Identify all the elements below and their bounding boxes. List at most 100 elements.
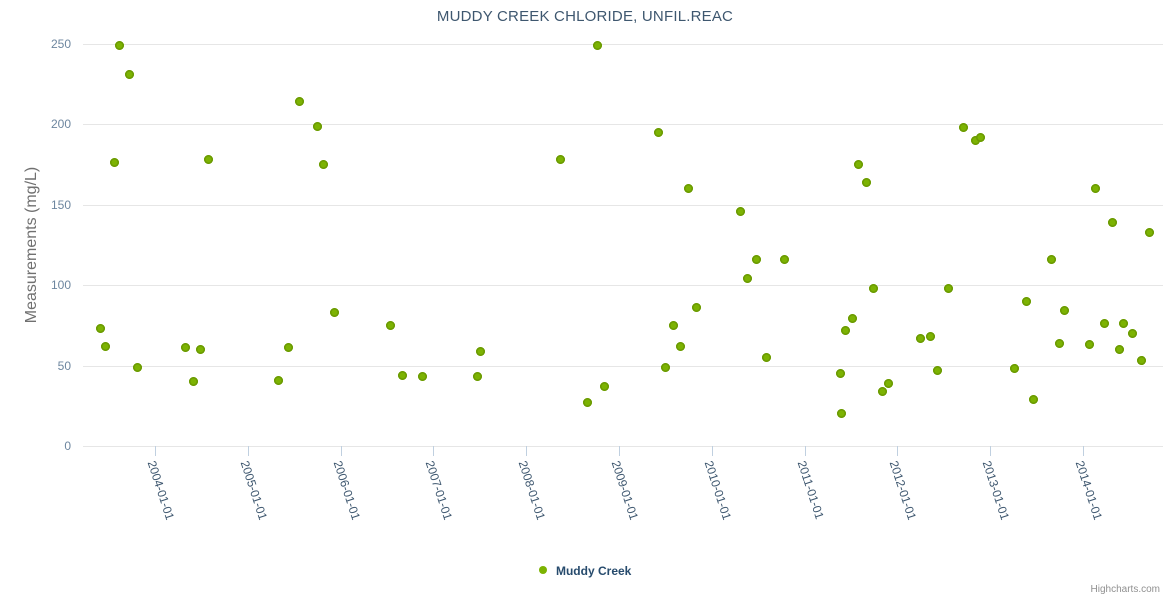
data-point[interactable] xyxy=(1054,338,1064,348)
data-point[interactable] xyxy=(836,409,846,419)
legend-marker-circle-icon xyxy=(538,565,547,574)
data-point[interactable] xyxy=(1046,254,1056,264)
data-point[interactable] xyxy=(970,135,980,145)
data-point[interactable] xyxy=(1059,306,1069,316)
x-axis-tick-label: 2013-01-01 xyxy=(979,459,1013,522)
data-point[interactable] xyxy=(312,121,322,131)
data-point[interactable] xyxy=(100,341,110,351)
data-point[interactable] xyxy=(925,332,935,342)
gridline xyxy=(83,285,1163,287)
x-axis-tick-label: 2011-01-01 xyxy=(794,459,827,521)
data-point[interactable] xyxy=(761,353,771,363)
data-point[interactable] xyxy=(668,320,678,330)
data-point[interactable] xyxy=(915,333,925,343)
data-point[interactable] xyxy=(582,398,592,408)
legend-item-muddy-creek[interactable]: Muddy Creek xyxy=(538,563,631,578)
data-point[interactable] xyxy=(1107,217,1117,227)
y-axis-tick-label: 250 xyxy=(50,37,71,51)
y-axis-tick-label: 150 xyxy=(50,197,71,212)
x-axis-tick xyxy=(433,446,435,456)
y-axis-tick-label: 200 xyxy=(50,117,71,132)
data-point[interactable] xyxy=(751,254,761,264)
data-point[interactable] xyxy=(653,127,663,137)
data-point[interactable] xyxy=(555,155,565,165)
data-point[interactable] xyxy=(273,375,283,385)
gridline xyxy=(83,446,1163,447)
data-point[interactable] xyxy=(840,325,850,335)
data-point[interactable] xyxy=(180,343,190,353)
x-axis-tick xyxy=(155,446,156,456)
data-point[interactable] xyxy=(660,362,670,372)
y-axis-tick-label: 50 xyxy=(57,358,71,373)
data-point[interactable] xyxy=(975,132,985,142)
x-axis-tick xyxy=(526,446,528,456)
data-point[interactable] xyxy=(1099,319,1109,329)
data-point[interactable] xyxy=(124,70,134,80)
data-point[interactable] xyxy=(853,160,863,170)
data-point[interactable] xyxy=(868,283,878,293)
credits-label: Highcharts.com xyxy=(1090,584,1160,595)
chart-title: MUDDY CREEK CHLORIDE, UNFIL.REAC xyxy=(436,8,734,25)
data-point[interactable] xyxy=(735,206,745,216)
data-point[interactable] xyxy=(861,177,871,187)
data-point[interactable] xyxy=(1114,345,1124,355)
data-point[interactable] xyxy=(691,303,701,313)
data-point[interactable] xyxy=(883,378,893,388)
data-point[interactable] xyxy=(742,274,752,284)
data-point[interactable] xyxy=(318,160,328,170)
plot-area: 0 50 100 150 200 250 Measurements (mg/L) 2004… xyxy=(23,37,1163,522)
data-point[interactable] xyxy=(1127,328,1137,338)
data-point[interactable] xyxy=(294,97,304,107)
data-point[interactable] xyxy=(1118,319,1128,329)
data-point[interactable] xyxy=(109,158,119,168)
y-axis-tick-label: 100 xyxy=(50,278,71,293)
x-axis-tick-label: 2004-01-01 xyxy=(144,459,177,522)
data-point[interactable] xyxy=(1009,364,1019,374)
x-axis-tick-label: 2009-01-01 xyxy=(608,459,641,522)
data-point[interactable] xyxy=(779,254,789,264)
data-point[interactable] xyxy=(877,386,887,396)
data-point[interactable] xyxy=(943,283,953,293)
data-point[interactable] xyxy=(599,382,609,391)
x-axis-tick-label: 2008-01-01 xyxy=(515,459,549,522)
x-axis-tick-label: 2006-01-01 xyxy=(330,459,363,522)
data-point[interactable] xyxy=(1136,356,1146,366)
data-point[interactable] xyxy=(1028,394,1038,404)
data-point[interactable] xyxy=(1021,296,1031,306)
x-axis-tick xyxy=(711,446,713,456)
x-axis-tick xyxy=(804,446,806,456)
data-point[interactable] xyxy=(1090,184,1100,194)
x-axis-tick xyxy=(1083,446,1084,456)
x-axis-tick xyxy=(990,446,992,456)
data-point[interactable] xyxy=(835,369,845,379)
data-point[interactable] xyxy=(1144,227,1154,237)
data-point[interactable] xyxy=(283,343,293,353)
x-axis-tick-label: 2012-01-01 xyxy=(887,459,920,522)
gridline xyxy=(83,365,1163,367)
x-axis-tick-label: 2014-01-01 xyxy=(1072,459,1105,522)
data-point[interactable] xyxy=(95,324,105,334)
chart-legend: Muddy Creek xyxy=(0,563,1170,578)
data-point[interactable] xyxy=(475,346,485,356)
data-point[interactable] xyxy=(203,155,213,165)
data-point[interactable] xyxy=(932,365,942,375)
data-point[interactable] xyxy=(592,41,602,51)
data-point[interactable] xyxy=(397,370,407,380)
data-point[interactable] xyxy=(847,314,857,324)
data-point[interactable] xyxy=(683,184,693,194)
data-point[interactable] xyxy=(675,341,685,351)
x-axis-tick xyxy=(340,446,342,456)
data-point[interactable] xyxy=(132,362,142,372)
data-point[interactable] xyxy=(417,372,427,382)
data-point[interactable] xyxy=(385,320,395,330)
data-point[interactable] xyxy=(329,308,339,318)
data-point[interactable] xyxy=(195,345,205,355)
data-point[interactable] xyxy=(958,123,968,133)
data-point[interactable] xyxy=(472,372,482,382)
x-axis-tick-label: 2007-01-01 xyxy=(423,459,456,522)
data-point[interactable] xyxy=(1084,340,1094,350)
data-point[interactable] xyxy=(114,41,124,51)
x-axis-tick-label: 2005-01-01 xyxy=(237,459,270,522)
data-point[interactable] xyxy=(188,377,198,387)
